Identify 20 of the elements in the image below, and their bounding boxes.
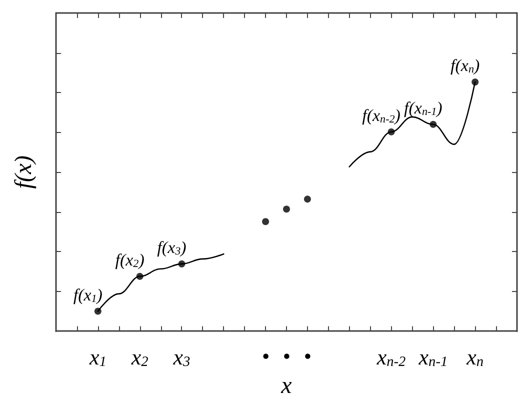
x-tick-label: xn-2: [376, 344, 406, 370]
annotation: f(x1): [73, 285, 103, 305]
annotation: f(x3): [157, 238, 187, 258]
point: [262, 218, 270, 226]
x-tick-label: •: [282, 344, 290, 369]
x-tick-label: xn-1: [418, 344, 448, 370]
annotation: f(xn-1): [404, 98, 443, 118]
x-tick-label: •: [304, 344, 312, 369]
point: [304, 196, 311, 203]
x-tick-label: •: [262, 344, 270, 369]
x-tick-label: xn: [466, 344, 484, 370]
y-axis-title: f(x): [11, 155, 37, 189]
annotation: f(xn-2): [362, 106, 401, 126]
annotation: f(xn): [450, 56, 480, 76]
x-tick-label: x3: [172, 344, 190, 370]
x-tick-label: x2: [130, 344, 148, 370]
x-axis-title: x: [280, 373, 292, 399]
annotation: f(x2): [115, 250, 145, 270]
x-tick-label: x1: [88, 344, 106, 370]
point: [283, 206, 290, 213]
